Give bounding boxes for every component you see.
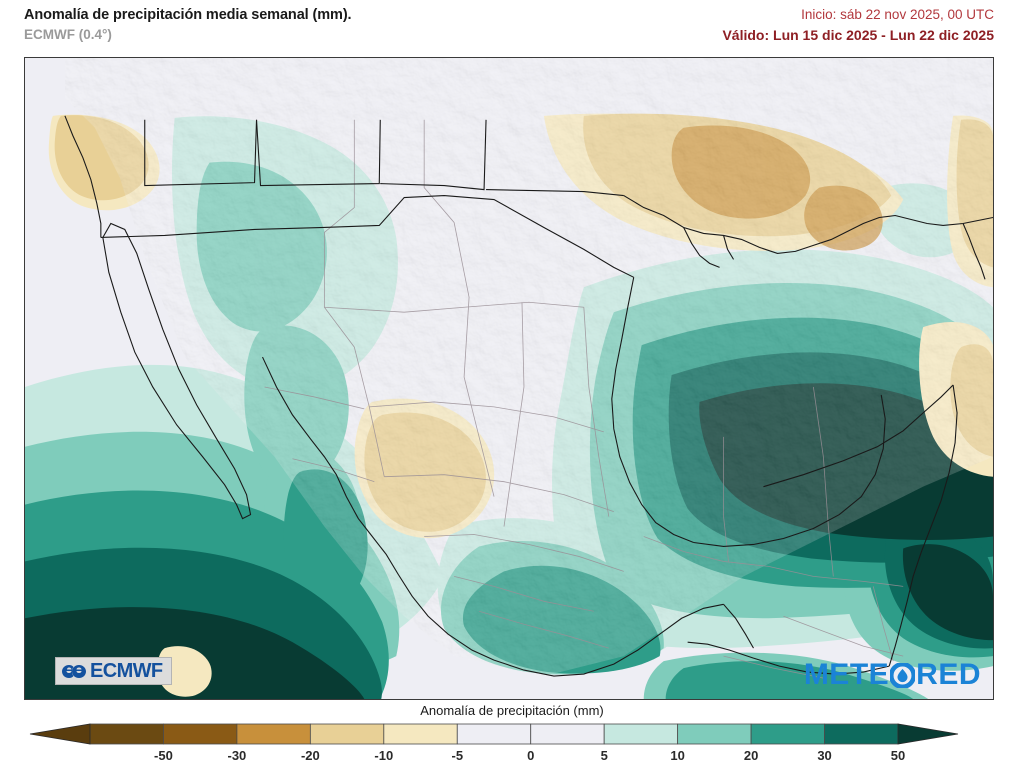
- coastlines: [100, 119, 993, 677]
- valid-period-label: Válido: Lun 15 dic 2025 - Lun 22 dic 202…: [722, 26, 994, 43]
- map-panel[interactable]: ECMWF METE RED: [24, 57, 994, 700]
- colorbar-high-tip: [897, 723, 959, 745]
- ecmwf-logo: ECMWF: [55, 657, 172, 685]
- meteored-logo[interactable]: METE RED: [804, 660, 981, 690]
- colorbar-tick-label: 30: [817, 748, 831, 763]
- colorbar-band: [824, 723, 899, 745]
- colorbar-low-tip: [29, 723, 91, 745]
- colorbar-band: [530, 723, 605, 745]
- page-title: Anomalía de precipitación media semanal …: [24, 7, 352, 23]
- colorbar-tick-label: -30: [228, 748, 247, 763]
- meteored-droplet-icon: [890, 662, 916, 688]
- colorbar-band: [456, 723, 532, 745]
- colorbar-band: [750, 723, 825, 745]
- colorbar-section: Anomalía de precipitación (mm) -50 -30 -20…: [0, 700, 1024, 764]
- colorbar-bands: [89, 723, 899, 745]
- meteored-text-right: RED: [916, 658, 981, 691]
- colorbar-tick-label: -5: [451, 748, 463, 763]
- colorbar-tick-label: 10: [670, 748, 684, 763]
- colorbar-tick-label: 5: [601, 748, 608, 763]
- colorbar-tick-label: -20: [301, 748, 320, 763]
- us-west-coast: [64, 115, 102, 238]
- colorbar-tick-label: 20: [744, 748, 758, 763]
- colorbar-extend-tips: [29, 723, 959, 745]
- colorbar-tick-label: -50: [154, 748, 173, 763]
- meteored-wordmark: METE RED: [804, 660, 981, 690]
- colorbar-tick-label: 0: [527, 748, 534, 763]
- header-right: Inicio: sáb 22 nov 2025, 00 UTC Válido: …: [722, 7, 994, 44]
- meteored-text-left: METE: [803, 658, 890, 691]
- colorbar-band: [603, 723, 679, 745]
- colorbar-band: [163, 723, 238, 745]
- colorbar-band: [309, 723, 385, 745]
- header-left: Anomalía de precipitación media semanal …: [24, 6, 352, 43]
- ecmwf-cloud-icon: [62, 664, 86, 678]
- init-time-label: Inicio: sáb 22 nov 2025, 00 UTC: [801, 7, 994, 22]
- colorbar-tick-label: 50: [891, 748, 905, 763]
- colorbar-tick-label: -10: [374, 748, 393, 763]
- precipitation-anomaly-map: [25, 58, 993, 699]
- colorbar[interactable]: -50 -30 -20 -10 -5 0 5 10 20 30 50: [0, 722, 1024, 764]
- colorbar-band: [383, 723, 458, 745]
- state-borders: [264, 119, 904, 679]
- ecmwf-wordmark: ECMWF: [90, 660, 163, 682]
- colorbar-band: [89, 723, 164, 745]
- colorbar-band: [236, 723, 311, 745]
- colorbar-title: Anomalía de precipitación (mm): [420, 703, 604, 718]
- colorbar-tick-labels: -50 -30 -20 -10 -5 0 5 10 20 30 50: [154, 748, 905, 763]
- colorbar-band: [677, 723, 752, 745]
- model-label: ECMWF (0.4°): [24, 27, 112, 43]
